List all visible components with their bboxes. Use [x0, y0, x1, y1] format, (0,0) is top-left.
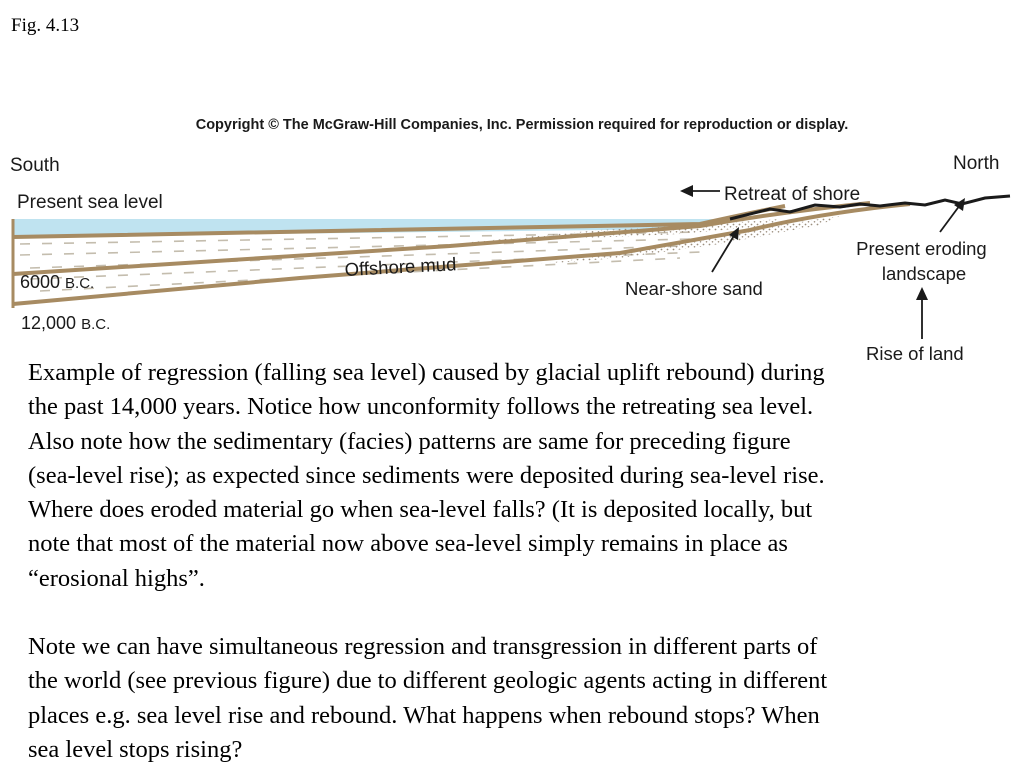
label-12000-bc: 12,000 B.C.: [21, 313, 110, 333]
label-rise-of-land: Rise of land: [866, 343, 964, 364]
label-south: South: [10, 155, 60, 176]
label-near-shore-sand: Near-shore sand: [625, 278, 763, 299]
eroding-pointer-arrow: [939, 198, 965, 233]
label-offshore-mud: Offshore mud: [344, 253, 457, 280]
label-north: North: [953, 153, 999, 174]
rise-of-land-arrow: [916, 287, 928, 339]
caption: Example of regression (falling sea level…: [28, 356, 1003, 767]
label-retreat-of-shore: Retreat of shore: [724, 184, 860, 205]
label-present-sea-level: Present sea level: [17, 192, 163, 213]
offshore-mud-pattern: [19, 231, 701, 292]
layer-boundaries: [12, 201, 911, 306]
retreat-arrow: [680, 185, 720, 197]
figure-label: Fig. 4.13: [11, 15, 80, 36]
copyright-notice: Copyright © The McGraw-Hill Companies, I…: [196, 117, 849, 133]
label-present-eroding: Present eroding landscape: [856, 238, 992, 284]
sand-pointer-arrow: [711, 227, 739, 273]
label-6000-bc: 6000 B.C.: [20, 272, 94, 292]
caption-paragraph-1: Example of regression (falling sea level…: [28, 359, 825, 592]
regression-diagram: Copyright © The McGraw-Hill Companies, I…: [10, 117, 1011, 364]
caption-paragraph-2: Note we can have simultaneous regression…: [28, 633, 828, 763]
arrows: [680, 185, 965, 339]
